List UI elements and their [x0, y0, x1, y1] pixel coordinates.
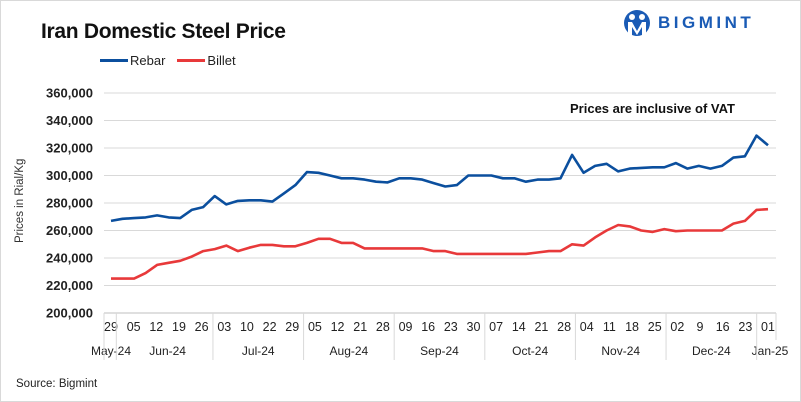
bigmint-logo: BIGMINT — [622, 9, 754, 37]
legend-item-billet: Billet — [177, 53, 236, 68]
x-month-label: Aug-24 — [330, 344, 369, 358]
x-tick-label: 19 — [172, 320, 186, 334]
x-tick-label: 03 — [217, 320, 231, 334]
x-tick-label: 10 — [240, 320, 254, 334]
y-tick-label: 240,000 — [46, 251, 93, 266]
x-month-label: May-24 — [91, 344, 131, 358]
chart-title: Iran Domestic Steel Price — [41, 20, 286, 43]
x-tick-label: 12 — [149, 320, 163, 334]
x-month-label: Nov-24 — [601, 344, 640, 358]
x-tick-label: 21 — [353, 320, 367, 334]
x-tick-label: 18 — [625, 320, 639, 334]
x-tick-label: 25 — [648, 320, 662, 334]
logo-text: BIGMINT — [658, 13, 755, 32]
x-tick-label: 01 — [761, 320, 775, 334]
legend-label-billet: Billet — [207, 53, 236, 68]
x-tick-label: 9 — [697, 320, 704, 334]
x-tick-label: 23 — [444, 320, 458, 334]
x-month-label: Jul-24 — [242, 344, 275, 358]
x-month-label: Jan-25 — [752, 344, 789, 358]
bigmint-logo-icon — [624, 10, 650, 36]
legend-label-rebar: Rebar — [130, 53, 166, 68]
legend-item-rebar: Rebar — [100, 53, 165, 68]
legend: Rebar Billet — [100, 53, 248, 68]
x-tick-label: 07 — [489, 320, 503, 334]
vat-annotation: Prices are inclusive of VAT — [570, 101, 735, 116]
series-line-rebar — [110, 134, 769, 223]
y-tick-label: 300,000 — [46, 168, 93, 183]
x-tick-label: 28 — [557, 320, 571, 334]
y-tick-label: 340,000 — [46, 113, 93, 128]
x-tick-label: 29 — [104, 320, 118, 334]
x-tick-label: 14 — [512, 320, 526, 334]
x-month-label: Sep-24 — [420, 344, 459, 358]
y-tick-label: 200,000 — [46, 306, 93, 321]
x-tick-label: 28 — [376, 320, 390, 334]
x-tick-label: 21 — [534, 320, 548, 334]
legend-swatch-rebar — [100, 59, 128, 62]
x-tick-label: 12 — [331, 320, 345, 334]
x-tick-label: 30 — [467, 320, 481, 334]
x-tick-label: 04 — [580, 320, 594, 334]
x-tick-label: 11 — [603, 320, 616, 334]
x-tick-label: 16 — [716, 320, 730, 334]
x-month-label: Dec-24 — [692, 344, 731, 358]
y-tick-label: 260,000 — [46, 223, 93, 238]
y-tick-label: 220,000 — [46, 278, 93, 293]
series-line-billet — [111, 207, 769, 280]
y-tick-label: 320,000 — [46, 141, 93, 156]
x-tick-label: 05 — [308, 320, 322, 334]
x-month-label: Jun-24 — [149, 344, 186, 358]
x-tick-label: 22 — [263, 320, 277, 334]
x-tick-label: 05 — [127, 320, 141, 334]
x-tick-label: 16 — [421, 320, 435, 334]
source-note: Source: Bigmint — [16, 378, 98, 390]
x-tick-label: 29 — [285, 320, 299, 334]
legend-swatch-billet — [177, 59, 206, 62]
x-tick-label: 23 — [738, 320, 752, 334]
x-month-label: Oct-24 — [512, 344, 548, 358]
x-tick-label: 26 — [195, 320, 209, 334]
y-tick-label: 360,000 — [46, 86, 93, 101]
y-tick-label: 280,000 — [46, 196, 93, 211]
x-tick-label: 02 — [670, 320, 684, 334]
x-tick-label: 09 — [399, 320, 413, 334]
